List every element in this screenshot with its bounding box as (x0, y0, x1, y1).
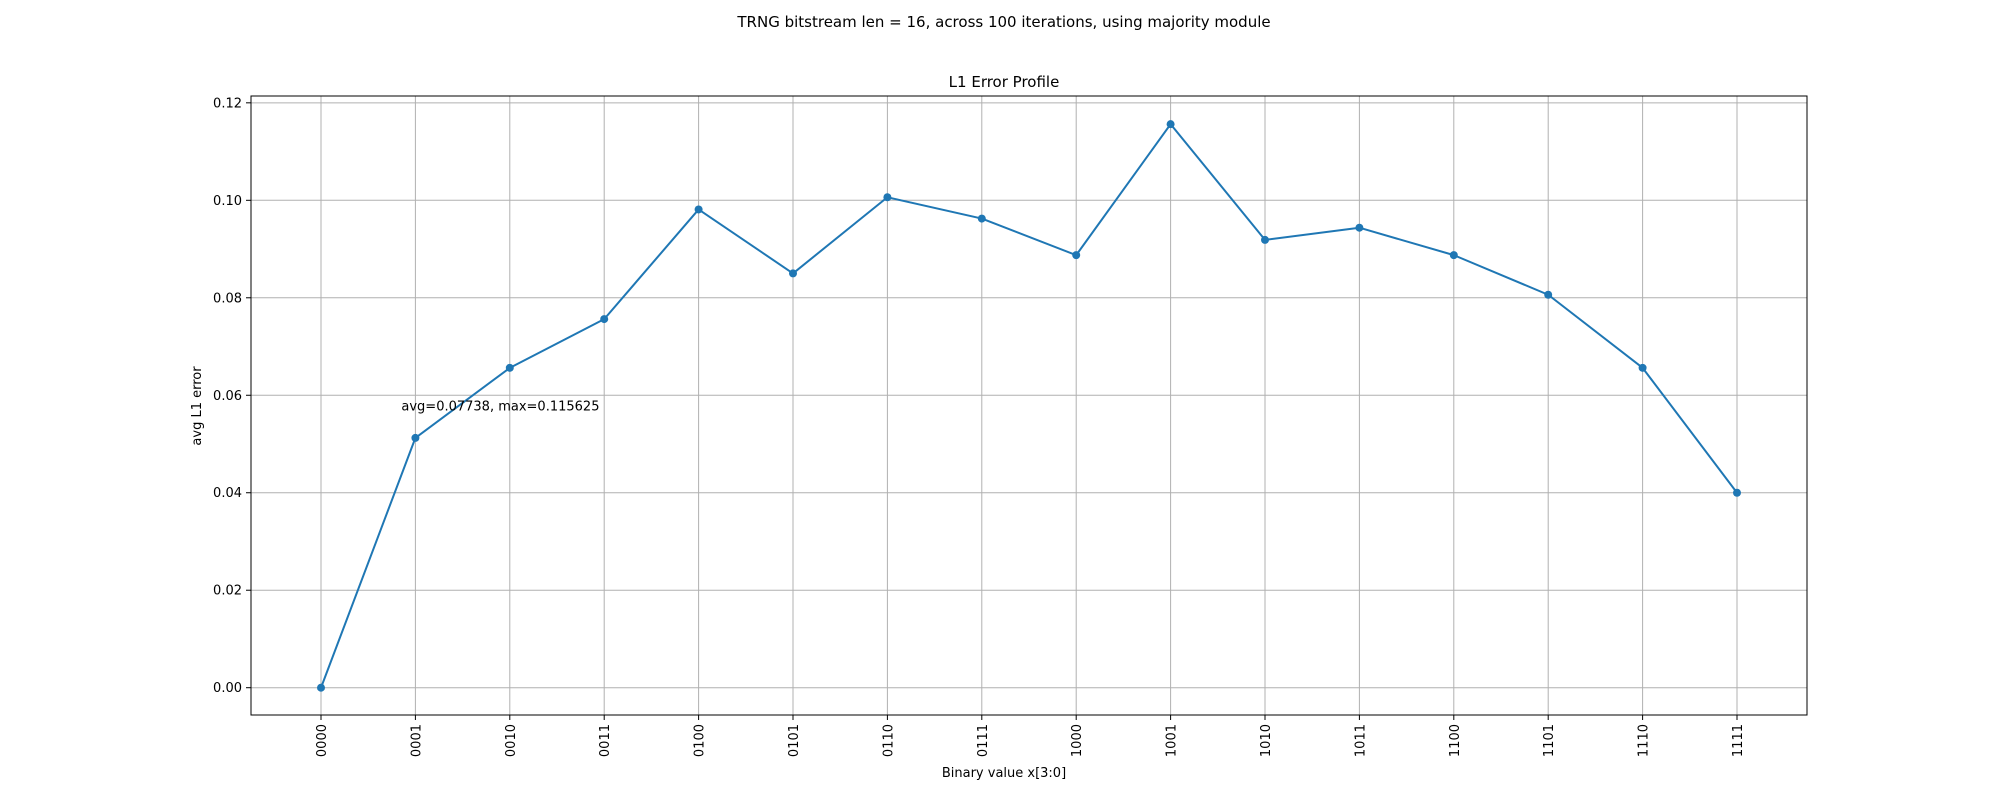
x-tick-label: 0100 (693, 724, 708, 757)
x-tick-label: 0110 (881, 724, 896, 757)
ticks-layer: 0000 0001 0010 0011 0100 0101 0110 0111 1000 1001… (213, 96, 1746, 757)
data-point (977, 214, 986, 223)
data-point (1449, 251, 1458, 260)
x-tick-label: 0010 (504, 724, 519, 757)
plot-area-frame (250, 95, 1808, 716)
y-axis-label: avg L1 error (190, 366, 205, 446)
y-tick-label: 0.10 (213, 194, 242, 209)
y-tick-label: 0.00 (213, 681, 242, 696)
data-point (411, 433, 420, 442)
x-tick-label: 0000 (315, 724, 330, 757)
x-tick-label: 1001 (1165, 724, 1180, 757)
x-tick-label: 1100 (1448, 724, 1463, 757)
x-axis-label: Binary value x[3:0] (942, 766, 1066, 781)
x-tick-label: 0001 (409, 724, 424, 757)
x-tick-label: 1101 (1542, 724, 1557, 757)
figure-suptitle: TRNG bitstream len = 16, across 100 iter… (736, 13, 1270, 31)
y-tick-label: 0.12 (213, 96, 242, 111)
chart-title: L1 Error Profile (949, 73, 1060, 91)
data-point (1261, 235, 1269, 244)
series-line (320, 123, 1738, 689)
y-tick-label: 0.08 (213, 291, 242, 306)
data-point (317, 683, 325, 692)
y-tick-label: 0.04 (213, 486, 242, 501)
series-layer (317, 120, 1741, 692)
y-tick-label: 0.06 (213, 389, 242, 404)
grid-layer (251, 96, 1807, 715)
data-point (1355, 223, 1364, 232)
y-tick-label: 0.02 (213, 584, 242, 599)
data-point (694, 205, 703, 214)
data-point (1166, 120, 1175, 129)
data-point (1638, 363, 1647, 372)
data-point (883, 193, 892, 202)
x-tick-label: 0111 (976, 724, 991, 757)
data-point (1072, 251, 1081, 260)
x-tick-label: 1011 (1353, 724, 1368, 757)
x-tick-label: 0101 (787, 724, 802, 757)
data-point (505, 363, 514, 372)
x-tick-label: 1110 (1637, 724, 1652, 757)
data-point (1544, 290, 1553, 299)
data-point (789, 269, 797, 278)
x-tick-label: 1000 (1070, 724, 1085, 757)
x-tick-label: 0011 (598, 724, 613, 757)
x-tick-label: 1010 (1259, 724, 1274, 757)
data-point (1733, 488, 1741, 497)
data-point (600, 315, 609, 324)
x-tick-label: 1111 (1731, 724, 1746, 757)
stats-annotation: avg=0.07738, max=0.115625 (401, 399, 599, 414)
